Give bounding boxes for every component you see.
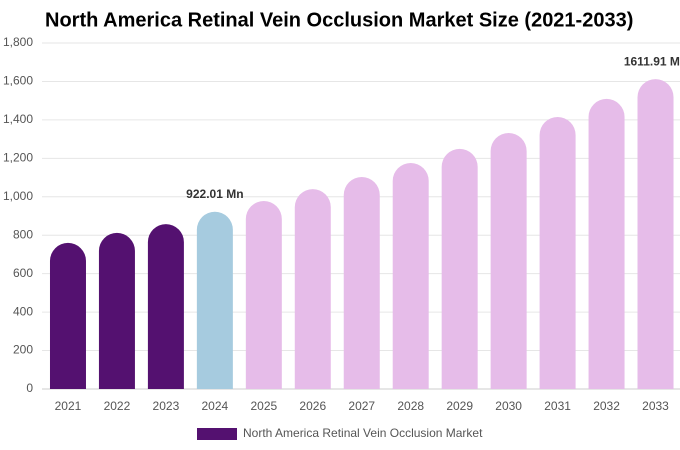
- x-tick-label: 2031: [544, 399, 571, 413]
- x-tick-label: 2029: [446, 399, 473, 413]
- bar: [49, 242, 86, 389]
- x-tick-label: 2032: [593, 399, 620, 413]
- bar: [588, 98, 625, 389]
- bar: [196, 211, 233, 389]
- y-tick-label: 200: [13, 343, 33, 357]
- y-tick-label: 1,800: [3, 35, 33, 49]
- data-label: 922.01 Mn: [186, 187, 243, 201]
- y-tick-label: 800: [13, 227, 33, 241]
- y-tick-label: 600: [13, 266, 33, 280]
- legend-label: North America Retinal Vein Occlusion Mar…: [243, 426, 483, 440]
- bar: [490, 132, 527, 389]
- x-tick-label: 2033: [642, 399, 669, 413]
- chart-title: North America Retinal Vein Occlusion Mar…: [45, 9, 633, 31]
- x-tick-label: 2024: [202, 399, 229, 413]
- bar: [147, 224, 184, 389]
- y-tick-label: 400: [13, 304, 33, 318]
- y-tick-label: 1,400: [3, 112, 33, 126]
- bar: [539, 117, 576, 389]
- x-tick-label: 2022: [104, 399, 131, 413]
- x-tick-label: 2021: [55, 399, 82, 413]
- y-tick-label: 0: [26, 381, 33, 395]
- y-tick-label: 1,600: [3, 74, 33, 88]
- bar: [441, 148, 478, 389]
- x-tick-label: 2025: [250, 399, 277, 413]
- x-tick-label: 2030: [495, 399, 522, 413]
- bar: [392, 162, 429, 389]
- bar: [637, 79, 674, 389]
- y-tick-label: 1,200: [3, 151, 33, 165]
- data-label: 1611.91 Mn: [624, 54, 680, 68]
- bar: [98, 232, 135, 389]
- bar: [294, 189, 331, 389]
- legend-swatch: [197, 428, 237, 440]
- x-tick-label: 2027: [348, 399, 375, 413]
- y-tick-label: 1,000: [3, 189, 33, 203]
- bar: [245, 201, 282, 389]
- x-tick-label: 2026: [299, 399, 326, 413]
- bar: [343, 176, 380, 389]
- x-tick-label: 2028: [397, 399, 424, 413]
- x-tick-label: 2023: [153, 399, 180, 413]
